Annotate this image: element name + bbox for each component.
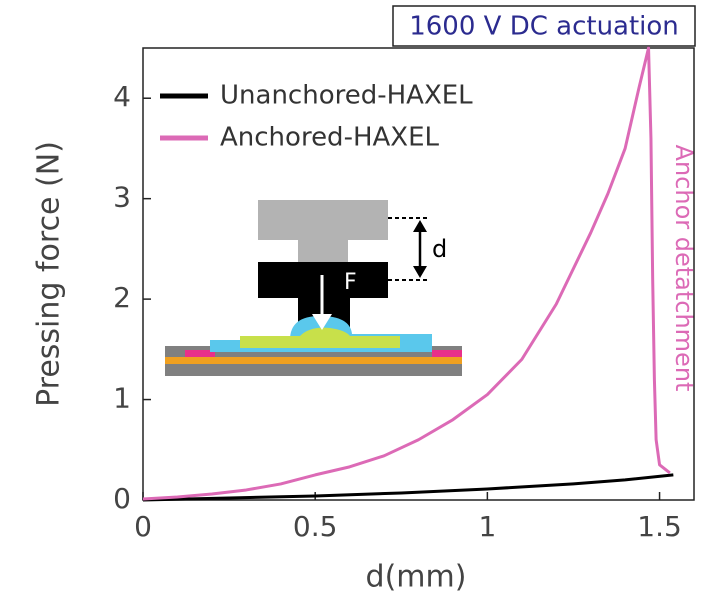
y-tick-label: 1 <box>113 382 131 415</box>
inset-shape <box>258 200 388 240</box>
y-tick-label: 0 <box>113 482 131 515</box>
inset-diagram: F d <box>165 200 462 376</box>
y-tick-label: 2 <box>113 281 131 314</box>
y-axis-label: Pressing force (N) <box>32 141 67 407</box>
inset-shape <box>185 350 215 357</box>
inset-label: F <box>344 270 357 295</box>
x-tick-label: 0 <box>134 510 152 543</box>
line <box>142 46 671 501</box>
x-axis-label: d(mm) <box>366 560 467 595</box>
legend-label: Anchored-HAXEL <box>220 123 440 153</box>
inset-arrow <box>312 314 332 330</box>
inset-shape <box>165 357 462 364</box>
line <box>142 473 674 502</box>
chart-title: 1600 V DC actuation <box>409 12 679 42</box>
inset-shape <box>240 327 400 348</box>
y-tick-label: 4 <box>113 80 131 113</box>
y-tick-label: 3 <box>113 181 131 214</box>
x-tick-label: 1 <box>478 510 496 543</box>
inset-shape <box>298 240 348 262</box>
inset-label: d <box>432 235 447 263</box>
inset-shape <box>432 350 462 357</box>
plot-frame <box>142 47 695 501</box>
title-box <box>392 5 696 47</box>
legend-label: Unanchored-HAXEL <box>220 81 473 111</box>
x-tick-label: 0.5 <box>293 510 338 543</box>
inset-dim <box>413 220 427 278</box>
x-tick-label: 1.5 <box>637 510 682 543</box>
